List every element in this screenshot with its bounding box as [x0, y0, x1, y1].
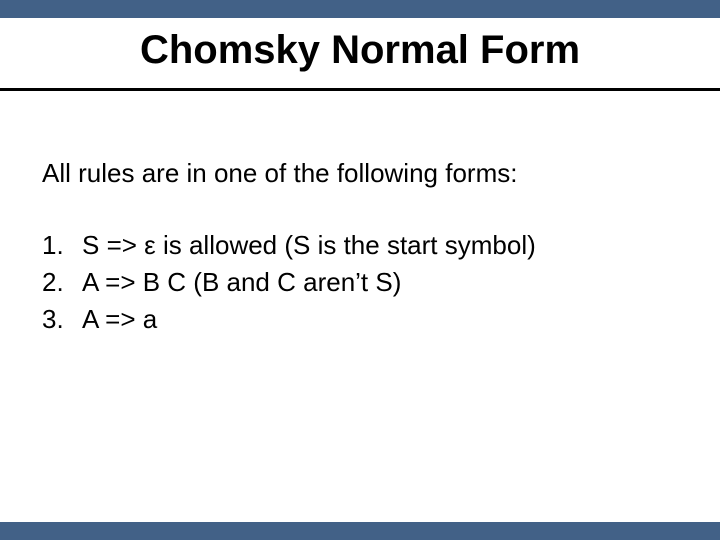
list-number: 1.	[42, 230, 82, 261]
top-accent-bar	[0, 0, 720, 18]
list-number: 2.	[42, 267, 82, 298]
list-item: 2. A => B C (B and C aren’t S)	[42, 267, 536, 298]
list-text: A => a	[82, 304, 157, 335]
list-item: 1. S => ε is allowed (S is the start sym…	[42, 230, 536, 261]
slide-title: Chomsky Normal Form	[0, 28, 720, 73]
list-number: 3.	[42, 304, 82, 335]
list-text: A => B C (B and C aren’t S)	[82, 267, 401, 298]
rules-list: 1. S => ε is allowed (S is the start sym…	[42, 230, 536, 341]
bottom-accent-bar	[0, 522, 720, 540]
intro-text: All rules are in one of the following fo…	[42, 158, 517, 189]
title-underline	[0, 88, 720, 91]
list-item: 3. A => a	[42, 304, 536, 335]
list-text: S => ε is allowed (S is the start symbol…	[82, 230, 536, 261]
